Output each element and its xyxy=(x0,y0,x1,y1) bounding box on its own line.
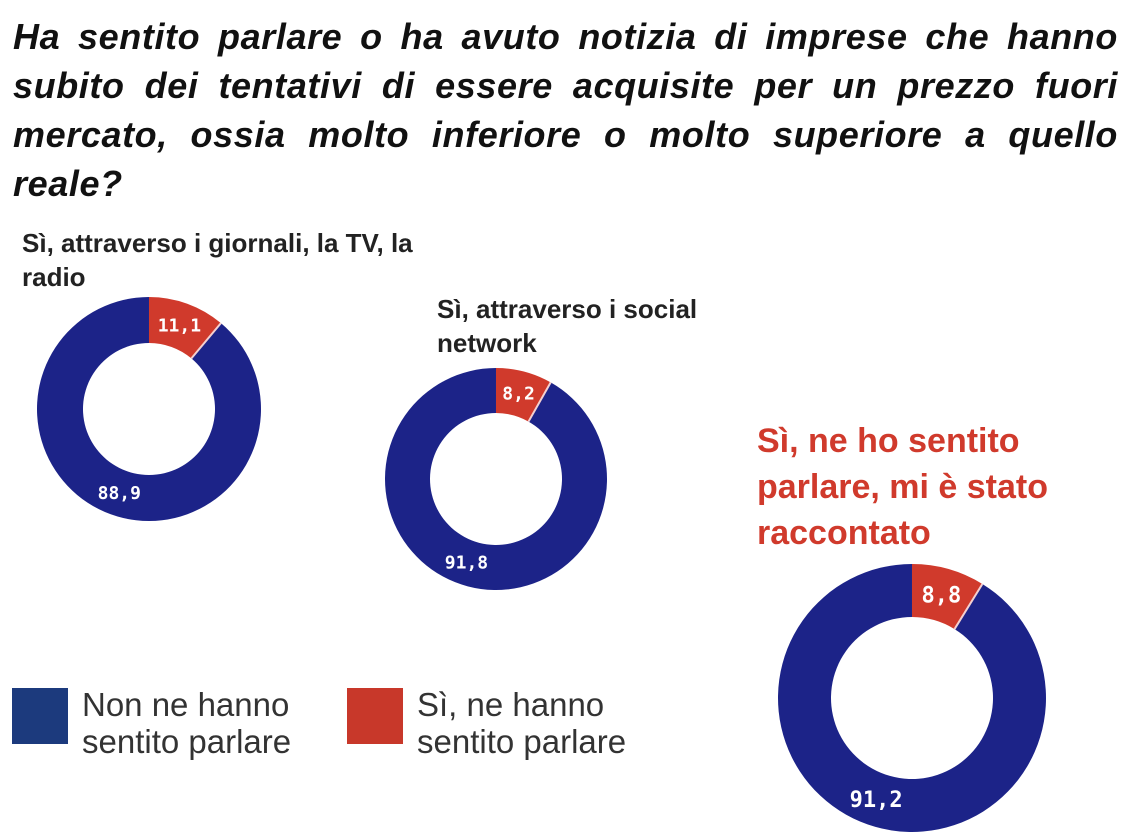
donut-slice-no xyxy=(37,297,262,521)
legend-item-yes: Sì, ne hanno sentito parlare xyxy=(347,686,667,760)
legend-item-no: Non ne hanno sentito parlare xyxy=(12,686,312,760)
donut-slice-no xyxy=(778,564,1046,832)
value-label-no: 88,9 xyxy=(98,483,141,504)
value-label-yes: 11,1 xyxy=(158,316,201,337)
donut-slice-yes xyxy=(912,564,983,630)
chart-title-word-of-mouth: Sì, ne ho sentito parlare, mi è stato ra… xyxy=(757,422,1049,552)
chart-title-social: Sì, attraverso i social network xyxy=(437,294,698,358)
chart-title-media: Sì, attraverso i giornali, la TV, la rad… xyxy=(22,228,413,292)
donut-slice-yes xyxy=(496,368,551,422)
value-label-yes: 8,8 xyxy=(921,583,961,608)
value-label-no: 91,2 xyxy=(850,788,903,813)
value-label-no: 91,8 xyxy=(445,553,488,574)
legend-label-no: Non ne hanno sentito parlare xyxy=(82,686,292,760)
legend-label-yes: Sì, ne hanno sentito parlare xyxy=(417,686,627,760)
legend-swatch-yes xyxy=(347,688,403,744)
donut-slice-no xyxy=(385,368,608,590)
question-title: Ha sentito parlare o ha avuto notizia di… xyxy=(13,16,1118,204)
legend-swatch-no xyxy=(12,688,68,744)
value-label-yes: 8,2 xyxy=(502,384,535,405)
